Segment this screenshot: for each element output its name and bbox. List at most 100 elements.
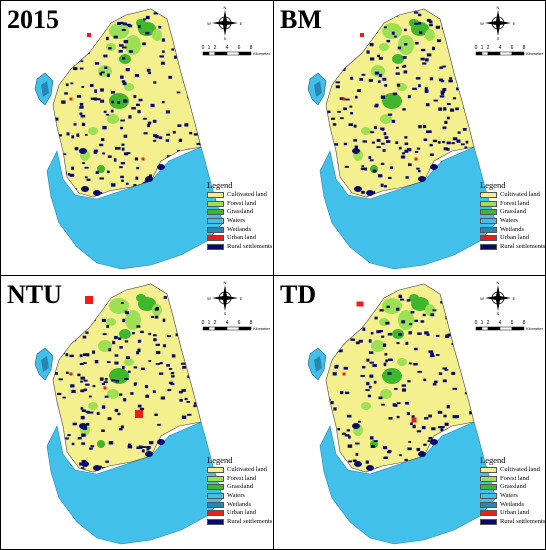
scale-tick-label: 8	[250, 320, 253, 326]
rural-settlement	[435, 25, 441, 29]
rural-settlement	[401, 65, 406, 68]
rural-settlement	[387, 372, 392, 375]
rural-settlement	[413, 363, 418, 366]
rural-settlement	[355, 452, 359, 456]
rural-settlement	[373, 14, 377, 17]
rural-settlement	[376, 146, 381, 149]
legend-item: Urban land	[207, 234, 273, 243]
land-use-map	[307, 283, 497, 545]
legend-item: Cultivated land	[207, 466, 273, 475]
rural-settlement	[460, 143, 465, 146]
legend-label: Wetlands	[227, 225, 252, 233]
compass-icon: N S W E	[207, 280, 243, 316]
rural-settlement	[341, 37, 346, 40]
legend-label: Grassland	[500, 208, 526, 216]
rural-settlement	[414, 319, 419, 323]
rural-settlement	[355, 341, 360, 345]
rural-settlement	[445, 24, 450, 27]
map-panel-td: TD N S W E 0 1 2 4 6 8 Kilometer Legend Cultivated…	[273, 275, 546, 550]
rural-settlement	[101, 405, 106, 409]
rural-settlement	[417, 170, 421, 173]
rural-settlement	[410, 311, 415, 314]
rural-settlement	[136, 167, 140, 170]
scale-unit: Kilometer	[253, 51, 271, 56]
rural-settlement	[102, 333, 107, 336]
rural-settlement	[101, 382, 105, 385]
rural-settlement	[460, 64, 466, 68]
rural-settlement	[384, 136, 389, 139]
rural-settlement	[362, 26, 366, 30]
rural-settlement	[453, 338, 457, 340]
rural-settlement	[445, 315, 450, 320]
rural-settlement	[142, 446, 147, 448]
rural-settlement	[396, 415, 400, 419]
rural-settlement	[420, 320, 425, 323]
rural-settlement	[80, 380, 83, 383]
rural-settlement	[99, 177, 104, 180]
rural-settlement	[326, 398, 331, 402]
rural-settlement	[136, 325, 141, 328]
rural-settlement	[79, 363, 84, 366]
rural-settlement	[179, 398, 183, 402]
rural-settlement	[354, 461, 362, 467]
rural-settlement	[83, 388, 88, 392]
rural-settlement	[362, 140, 367, 143]
rural-settlement	[470, 347, 474, 351]
rural-settlement	[111, 183, 116, 187]
rural-settlement	[83, 362, 87, 365]
rural-settlement	[465, 363, 469, 367]
compass-east-label: E	[513, 21, 516, 26]
forest-patch	[382, 23, 402, 39]
rural-settlement	[153, 139, 157, 142]
rural-settlement	[114, 361, 119, 365]
rural-settlement	[119, 166, 123, 169]
compass-north-label: N	[497, 280, 500, 285]
urban-land	[85, 296, 93, 304]
rural-settlement	[418, 125, 422, 129]
rural-settlement	[185, 60, 189, 63]
rural-settlement	[80, 60, 84, 63]
legend-swatch	[207, 209, 224, 216]
rural-settlement	[84, 176, 88, 179]
rural-settlement	[442, 379, 447, 383]
rural-settlement	[164, 11, 168, 14]
rural-settlement	[72, 319, 77, 322]
scale-tick-label: 1	[481, 45, 484, 51]
legend-item: Rural settlements	[207, 518, 273, 527]
rural-settlement	[193, 367, 198, 371]
legend-item: Grassland	[480, 208, 545, 217]
rural-settlement	[370, 445, 376, 448]
rural-settlement	[80, 389, 85, 393]
rural-settlement	[90, 445, 95, 448]
rural-settlement	[391, 287, 396, 289]
rural-settlement	[163, 296, 167, 299]
compass-south-label: S	[224, 311, 227, 316]
rural-settlement	[79, 112, 83, 116]
rural-settlement	[360, 374, 365, 377]
rural-settlement	[119, 393, 123, 396]
rural-settlement	[405, 341, 409, 345]
grassland-patch	[119, 329, 131, 339]
scale-tick-label: 0	[202, 320, 205, 326]
rural-settlement	[445, 336, 450, 338]
rural-settlement	[385, 359, 389, 363]
rural-settlement	[137, 25, 141, 29]
rural-settlement	[77, 373, 81, 377]
rural-settlement	[456, 139, 461, 143]
legend-label: Rural settlements	[500, 517, 546, 525]
rural-settlement	[444, 299, 449, 302]
rural-settlement	[155, 363, 161, 365]
rural-settlement	[157, 439, 165, 445]
rural-settlement	[428, 414, 432, 418]
rural-settlement	[167, 388, 172, 392]
rural-settlement	[152, 119, 157, 123]
rural-settlement	[182, 365, 186, 369]
rural-settlement	[342, 335, 347, 339]
rural-settlement	[449, 77, 453, 80]
rural-settlement	[406, 299, 411, 302]
rural-settlement	[93, 465, 101, 471]
rural-settlement	[168, 381, 174, 385]
rural-settlement	[404, 142, 409, 146]
rural-settlement	[392, 403, 396, 407]
